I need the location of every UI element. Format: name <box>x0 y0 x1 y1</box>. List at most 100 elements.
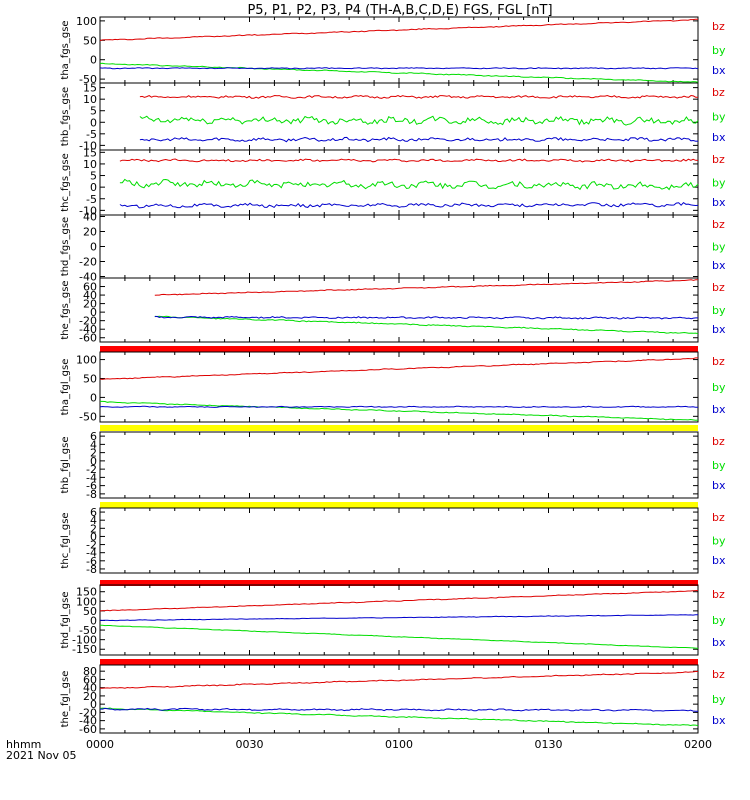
y-tick-label: 2 <box>90 522 97 535</box>
x-tick-label: 0000 <box>86 738 114 751</box>
y-tick-label: 6 <box>90 506 97 519</box>
y-tick-label: 0 <box>90 54 97 67</box>
y-tick-label: -100 <box>72 634 97 647</box>
panel-ylabel: thd_fgs_gse <box>60 217 71 276</box>
y-tick-label: 0 <box>90 306 97 319</box>
series-by <box>100 400 699 421</box>
panel-ylabel: thd_fgl_gse <box>60 592 71 649</box>
legend-by: by <box>712 304 726 317</box>
legend-by: by <box>712 241 726 254</box>
y-tick-label: 20 <box>83 690 97 703</box>
legend-bz: bz <box>712 281 725 294</box>
y-tick-label: 0 <box>90 181 97 194</box>
y-tick-label: 40 <box>83 682 97 695</box>
panel-ylabel: thc_fgs_gse <box>60 153 71 212</box>
legend-by: by <box>712 44 726 57</box>
x-tick-label: 0100 <box>385 738 413 751</box>
y-tick-label: 4 <box>90 438 97 451</box>
y-tick-label: 0 <box>90 530 97 543</box>
y-tick-label: -10 <box>79 204 97 217</box>
y-tick-label: 10 <box>83 158 97 171</box>
y-tick-label: -20 <box>79 315 97 328</box>
y-tick-label: -4 <box>86 547 97 560</box>
panel-frame <box>99 507 699 574</box>
legend-bx: bx <box>712 64 726 77</box>
y-tick-label: 2 <box>90 447 97 460</box>
y-tick-label: 80 <box>83 665 97 678</box>
legend-by: by <box>712 111 726 124</box>
y-tick-label: 0 <box>90 391 97 404</box>
y-tick-label: 0 <box>90 116 97 129</box>
y-tick-label: -5 <box>86 128 97 141</box>
y-tick-label: 15 <box>83 146 97 159</box>
series-bx <box>99 405 698 408</box>
series-bz <box>154 279 698 296</box>
legend-bz: bz <box>712 20 725 33</box>
y-tick-label: 6 <box>90 430 97 443</box>
y-tick-label: -40 <box>79 323 97 336</box>
y-tick-label: -8 <box>86 563 97 576</box>
series-bx <box>154 315 698 320</box>
legend-by: by <box>712 381 726 394</box>
legend-bx: bx <box>712 323 726 336</box>
series-bz <box>119 158 699 163</box>
series-bz <box>99 357 698 380</box>
y-tick-label: 40 <box>83 211 97 224</box>
series-by <box>139 115 699 126</box>
legend-by: by <box>712 693 726 706</box>
y-tick-label: 0 <box>90 241 97 254</box>
panel-ylabel: thb_fgl_gse <box>60 437 71 494</box>
panel-frame <box>99 351 699 423</box>
series-by <box>100 624 699 649</box>
series-by <box>99 62 699 83</box>
y-tick-label: -60 <box>79 723 97 736</box>
series-by <box>154 315 699 335</box>
status-bar <box>100 425 698 431</box>
legend-bz: bz <box>712 355 725 368</box>
y-tick-label: 100 <box>76 15 97 28</box>
y-tick-label: 40 <box>83 289 97 302</box>
series-bx <box>119 201 699 209</box>
legend-bz: bz <box>712 435 725 448</box>
panel-frame <box>99 431 699 499</box>
y-tick-label: 100 <box>76 354 97 367</box>
series-bx <box>139 136 699 143</box>
y-tick-label: 15 <box>83 82 97 95</box>
y-tick-label: 0 <box>90 614 97 627</box>
y-tick-label: -50 <box>79 410 97 423</box>
legend-bz: bz <box>712 86 725 99</box>
legend-by: by <box>712 614 726 627</box>
legend-by: by <box>712 459 726 472</box>
y-tick-label: 20 <box>83 226 97 239</box>
y-tick-label: -150 <box>72 643 97 656</box>
y-tick-label: 10 <box>83 93 97 106</box>
legend-by: by <box>712 177 726 190</box>
panel-ylabel: the_fgs_gse <box>60 280 71 339</box>
panel-ylabel: thc_fgl_gse <box>60 512 71 568</box>
y-tick-label: -40 <box>79 715 97 728</box>
series-bx <box>99 707 698 712</box>
series-by <box>99 707 699 727</box>
legend-bx: bx <box>712 714 726 727</box>
y-tick-label: 5 <box>90 105 97 118</box>
y-tick-label: -6 <box>86 480 97 493</box>
series-bz <box>99 590 699 612</box>
legend-bz: bz <box>712 668 725 681</box>
y-tick-label: 50 <box>83 34 97 47</box>
series-bx <box>99 67 699 70</box>
series-bz <box>100 671 698 689</box>
legend-bx: bx <box>712 403 726 416</box>
x-tick-label: 0130 <box>535 738 563 751</box>
y-tick-label: -60 <box>79 332 97 345</box>
y-tick-label: -20 <box>79 706 97 719</box>
legend-bx: bx <box>712 196 726 209</box>
series-bz <box>139 94 699 99</box>
x-tick-label: 0030 <box>236 738 264 751</box>
series-bx <box>99 614 698 622</box>
y-tick-label: -20 <box>79 256 97 269</box>
y-tick-label: 50 <box>83 372 97 385</box>
status-bar <box>100 580 698 586</box>
status-bar <box>100 346 698 352</box>
y-tick-label: -50 <box>79 624 97 637</box>
